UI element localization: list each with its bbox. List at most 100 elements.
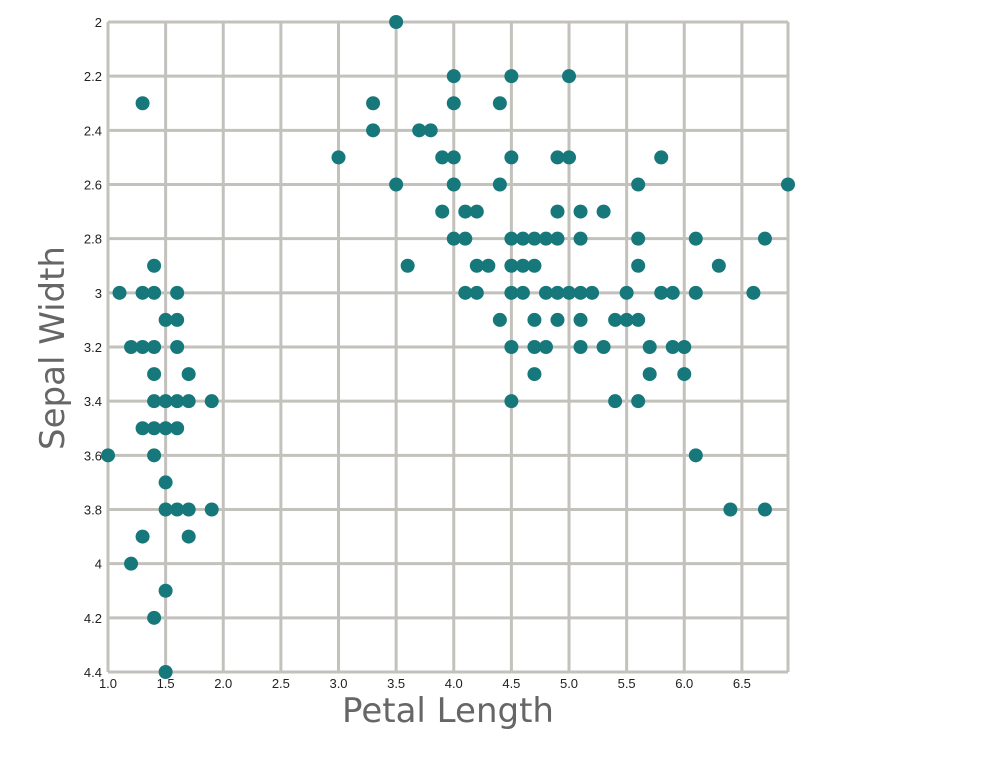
data-point [515,231,530,246]
data-point [550,312,565,327]
data-point [423,123,438,138]
data-point [158,502,173,517]
x-tick-label: 1.0 [99,676,117,691]
data-point [135,285,150,300]
data-point [608,394,623,409]
data-point [654,150,669,165]
y-tick-label: 2.2 [84,69,102,84]
y-tick-label: 3.4 [84,394,102,409]
x-tick-label: 6.5 [733,676,751,691]
data-point [504,394,519,409]
y-tick-label: 4.2 [84,611,102,626]
x-tick-label: 2.5 [272,676,290,691]
y-tick-label: 4 [95,557,102,572]
data-point [446,96,461,111]
data-point [481,258,496,273]
data-point [147,340,162,354]
data-point [504,258,519,273]
x-tick-label: 4.0 [445,676,463,691]
data-point [170,421,185,436]
y-tick-label: 2.8 [84,232,102,247]
data-point [492,177,507,192]
data-point [124,340,139,354]
data-point [469,258,484,273]
data-point [596,204,611,219]
data-point [631,258,646,273]
data-point [642,367,657,382]
data-point [596,340,611,354]
data-point [504,231,519,246]
x-tick-label: 2.0 [214,676,232,691]
data-point [573,204,588,219]
data-point [665,340,680,354]
data-point [711,258,726,273]
data-point [181,394,196,409]
data-point [677,340,692,354]
data-point [515,285,530,300]
data-point [170,340,185,354]
y-tick-label: 2.4 [84,123,102,138]
data-point [412,123,427,138]
y-tick-label: 3.2 [84,340,102,355]
data-point [135,96,150,111]
data-point [147,258,162,273]
data-point [781,177,795,192]
data-point [527,312,542,327]
data-point [389,15,404,29]
data-point [435,204,450,219]
data-point [158,665,173,679]
x-tick-label: 5.5 [618,676,636,691]
data-point [446,231,461,246]
data-point [458,204,473,219]
data-point [366,96,381,111]
y-tick-label: 3.8 [84,503,102,518]
data-point [631,394,646,409]
data-point [366,123,381,138]
data-point [135,340,150,354]
x-tick-label: 6.0 [675,676,693,691]
data-point [538,231,553,246]
x-tick-label: 3.5 [387,676,405,691]
data-point [435,150,450,165]
x-tick-label: 4.5 [502,676,520,691]
x-tick-label: 3.0 [329,676,347,691]
data-point [642,340,657,354]
data-point [331,150,346,165]
data-point [527,340,542,354]
data-point [158,475,173,490]
data-point [631,312,646,327]
data-point [446,69,461,84]
data-point [135,529,150,544]
data-point [446,177,461,192]
data-point [158,312,173,327]
data-point [550,150,565,165]
data-point [573,312,588,327]
data-point [158,583,173,598]
data-point [458,231,473,246]
data-point [631,177,646,192]
x-tick-label: 5.0 [560,676,578,691]
data-point [170,502,185,517]
data-point [469,285,484,300]
y-tick-label: 2 [95,15,102,30]
data-point [538,340,553,354]
data-point [147,610,162,625]
data-point [389,177,404,192]
data-point [688,231,703,246]
data-point [147,367,162,382]
data-point [469,204,484,219]
data-point [608,312,623,327]
data-point [619,285,634,300]
data-point [538,285,553,300]
y-tick-label: 3 [95,286,102,301]
x-axis-ticks: 1.0 1.5 2.0 2.5 3.0 3.5 4.0 4.5 5.0 5.5 6.0 6.5 [99,676,751,691]
data-point [550,204,565,219]
data-point [562,69,577,84]
y-axis-ticks: 2 2.2 2.4 2.6 2.8 3 3.2 3.4 3.6 3.8 4 4.2 4.4 [84,15,102,680]
data-point [170,394,185,409]
data-point [147,448,162,463]
data-point [504,285,519,300]
data-point [170,285,185,300]
data-point [688,285,703,300]
